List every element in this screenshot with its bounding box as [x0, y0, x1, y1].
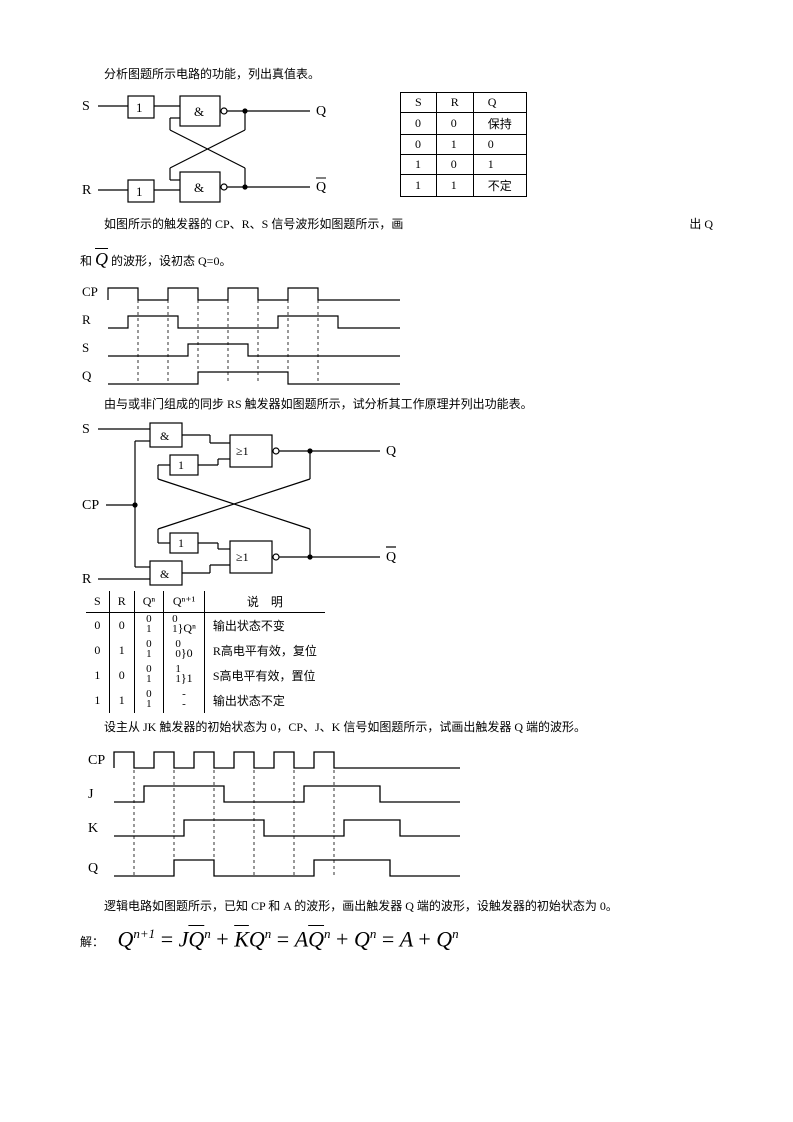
svg-text:S: S	[82, 99, 90, 114]
tt-header: R	[436, 92, 473, 112]
tt-header: S	[401, 92, 437, 112]
svg-text:Q: Q	[386, 550, 396, 565]
svg-text:CP: CP	[82, 498, 99, 513]
q5-formula: 解： Qn+1 = JQn + KQn = AQn + Qn = A + Qn	[80, 926, 713, 952]
svg-text:R: R	[82, 572, 92, 587]
svg-text:1: 1	[136, 100, 143, 115]
svg-text:Q: Q	[88, 861, 98, 876]
q1-truth-table: S R Q 00保持 010 101 11不定	[400, 92, 527, 197]
q2-prompt-line1: 如图所示的触发器的 CP、R、S 信号波形如图题所示，画 出 Q	[80, 214, 713, 236]
q3-circuit: S CP R & & 1 1 ≥1	[80, 419, 410, 589]
q5-prompt: 逻辑电路如图题所示，已知 CP 和 A 的波形，画出触发器 Q 端的波形，设触发…	[80, 896, 713, 918]
svg-text:Q: Q	[316, 180, 326, 195]
q4-timing: CP J K Q	[80, 742, 480, 892]
q1-circuit: S 1 & Q R 1 &	[80, 90, 340, 210]
q3-func-table: S R Qⁿ Qⁿ⁺¹ 说 明 0 0 01 01}Qⁿ 输出状态不变 0 1 …	[86, 591, 325, 713]
svg-text:R: R	[82, 312, 91, 327]
svg-text:≥1: ≥1	[236, 550, 249, 564]
svg-text:1: 1	[136, 184, 143, 199]
q3-prompt: 由与或非门组成的同步 RS 触发器如图题所示，试分析其工作原理并列出功能表。	[80, 394, 713, 416]
svg-text:S: S	[82, 340, 89, 355]
q2-timing: CP R S Q	[80, 280, 420, 390]
svg-text:≥1: ≥1	[236, 444, 249, 458]
svg-text:CP: CP	[82, 284, 98, 299]
svg-text:&: &	[160, 429, 170, 443]
svg-text:&: &	[160, 567, 170, 581]
q2-prompt-line2: 和 Q 的波形，设初态 Q=0。	[80, 243, 713, 275]
svg-text:1: 1	[178, 458, 184, 472]
svg-text:Q: Q	[316, 104, 326, 119]
svg-text:R: R	[82, 183, 92, 198]
q4-prompt: 设主从 JK 触发器的初始状态为 0，CP、J、K 信号如图题所示，试画出触发器…	[80, 717, 713, 739]
svg-text:J: J	[88, 787, 94, 802]
svg-text:Q: Q	[82, 368, 92, 383]
svg-text:&: &	[194, 104, 204, 119]
tt-header: Q	[473, 92, 526, 112]
svg-text:K: K	[88, 821, 98, 836]
svg-text:&: &	[194, 180, 204, 195]
svg-text:Q: Q	[386, 444, 396, 459]
svg-text:S: S	[82, 422, 90, 437]
svg-text:CP: CP	[88, 753, 105, 768]
q1-prompt: 分析图题所示电路的功能，列出真值表。	[80, 64, 713, 86]
svg-text:1: 1	[178, 536, 184, 550]
